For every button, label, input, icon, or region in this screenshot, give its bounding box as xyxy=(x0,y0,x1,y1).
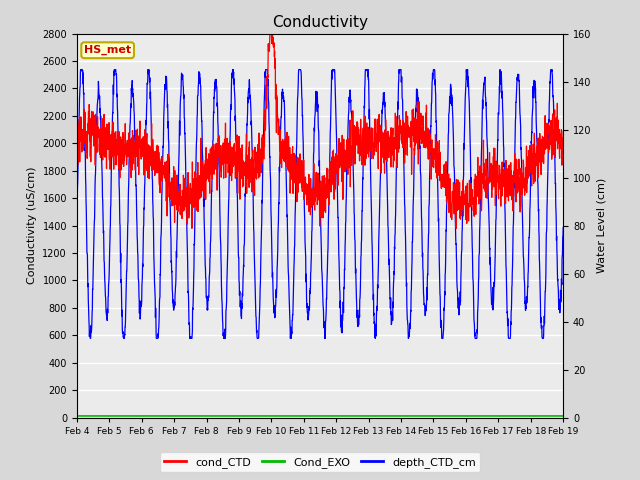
Y-axis label: Conductivity (uS/cm): Conductivity (uS/cm) xyxy=(27,167,36,284)
Text: HS_met: HS_met xyxy=(84,45,131,55)
Y-axis label: Water Level (cm): Water Level (cm) xyxy=(597,178,607,273)
Title: Conductivity: Conductivity xyxy=(272,15,368,30)
Legend: cond_CTD, Cond_EXO, depth_CTD_cm: cond_CTD, Cond_EXO, depth_CTD_cm xyxy=(159,452,481,472)
